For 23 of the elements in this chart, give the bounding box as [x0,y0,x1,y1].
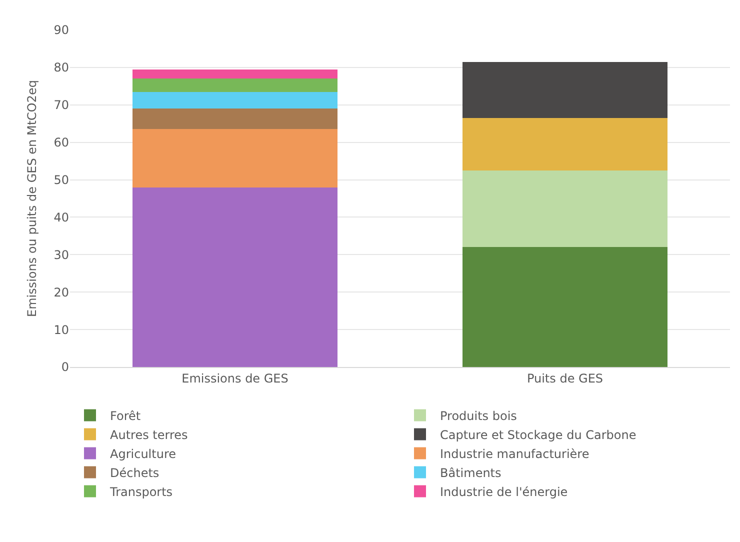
legend-label: Industrie manufacturière [440,446,590,461]
legend-label: Bâtiments [440,466,502,480]
y-tick-label: 80 [54,60,69,75]
legend-label: Autres terres [110,428,188,442]
legend-label: Forêt [110,408,141,423]
y-tick-label: 60 [54,136,69,150]
legend-label: Agriculture [110,446,176,461]
x-tick-label: Emissions de GES [182,371,288,386]
x-tick-label: Puits de GES [526,371,604,386]
legend-label: Transports [109,484,173,499]
y-tick-label: 20 [54,285,69,300]
y-tick-label: 0 [61,360,69,374]
y-tick-label: 10 [54,322,69,337]
y-tick-label: 40 [54,210,69,224]
legend-label: Capture et Stockage du Carbone [440,428,636,442]
y-tick-label: 30 [54,248,69,262]
legend-label: Industrie de l'énergie [440,484,568,499]
y-tick-label: 50 [54,172,69,187]
y-axis-title: Emissions ou puits de GES en MtCO2eq [25,80,39,317]
legend-label: Déchets [110,466,160,480]
legend-label: Produits bois [440,408,517,423]
y-tick-label: 90 [54,23,69,38]
y-tick-label: 70 [54,98,69,112]
